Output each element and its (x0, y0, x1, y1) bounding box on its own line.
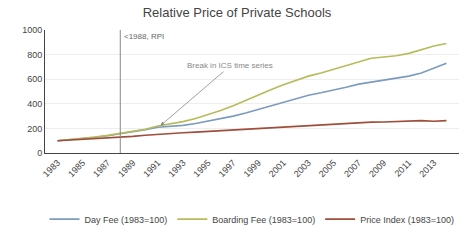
svg-text:1989: 1989 (116, 158, 137, 179)
svg-text:800: 800 (27, 50, 42, 60)
svg-text:2005: 2005 (317, 158, 338, 179)
svg-text:2013: 2013 (417, 158, 438, 179)
svg-text:600: 600 (27, 74, 42, 84)
svg-text:1993: 1993 (166, 158, 187, 179)
svg-text:0: 0 (37, 148, 42, 158)
svg-text:Price Index (1983=100): Price Index (1983=100) (360, 215, 454, 225)
svg-text:2003: 2003 (292, 158, 313, 179)
svg-text:1987: 1987 (91, 158, 112, 179)
svg-text:200: 200 (27, 124, 42, 134)
svg-text:1000: 1000 (22, 25, 42, 35)
svg-text:1991: 1991 (141, 158, 162, 179)
svg-text:Day Fee (1983=100): Day Fee (1983=100) (85, 215, 168, 225)
svg-text:Boarding Fee (1983=100): Boarding Fee (1983=100) (212, 215, 315, 225)
svg-text:1983: 1983 (41, 158, 62, 179)
svg-text:400: 400 (27, 99, 42, 109)
svg-text:Break in ICS time series: Break in ICS time series (187, 61, 273, 70)
svg-text:Relative Price of Private Scho: Relative Price of Private Schools (143, 5, 332, 20)
svg-text:2001: 2001 (267, 158, 288, 179)
svg-text:1985: 1985 (66, 158, 87, 179)
svg-text:1999: 1999 (242, 158, 263, 179)
svg-text:1997: 1997 (217, 158, 238, 179)
svg-text:2011: 2011 (393, 158, 414, 179)
svg-text:1995: 1995 (191, 158, 212, 179)
svg-text:<1988, RPI: <1988, RPI (124, 32, 164, 41)
svg-text:2009: 2009 (367, 158, 388, 179)
svg-text:2007: 2007 (342, 158, 363, 179)
